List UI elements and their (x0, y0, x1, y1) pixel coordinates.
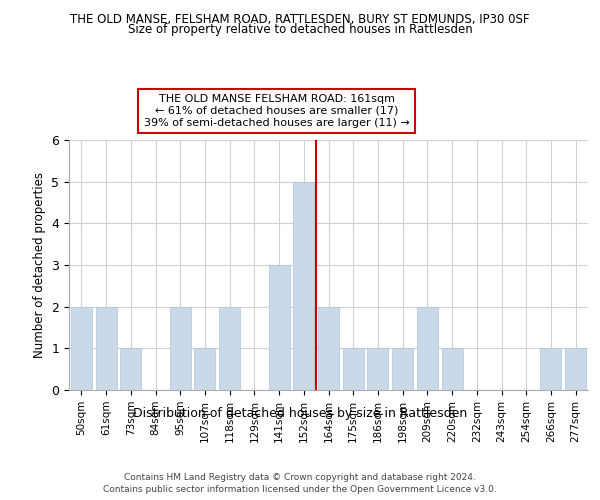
Y-axis label: Number of detached properties: Number of detached properties (33, 172, 46, 358)
Bar (565, 348, 586, 390)
Bar (269, 265, 290, 390)
Bar (170, 306, 191, 390)
Bar (194, 348, 215, 390)
Bar (541, 348, 562, 390)
Text: Contains HM Land Registry data © Crown copyright and database right 2024.: Contains HM Land Registry data © Crown c… (124, 472, 476, 482)
Bar (367, 348, 388, 390)
Text: THE OLD MANSE, FELSHAM ROAD, RATTLESDEN, BURY ST EDMUNDS, IP30 0SF: THE OLD MANSE, FELSHAM ROAD, RATTLESDEN,… (70, 12, 530, 26)
Text: THE OLD MANSE FELSHAM ROAD: 161sqm
← 61% of detached houses are smaller (17)
39%: THE OLD MANSE FELSHAM ROAD: 161sqm ← 61%… (144, 94, 409, 128)
Bar (95, 306, 116, 390)
Bar (318, 306, 339, 390)
Bar (71, 306, 92, 390)
Bar (219, 306, 240, 390)
Text: Contains public sector information licensed under the Open Government Licence v3: Contains public sector information licen… (103, 485, 497, 494)
Bar (293, 182, 314, 390)
Bar (442, 348, 463, 390)
Text: Size of property relative to detached houses in Rattlesden: Size of property relative to detached ho… (128, 22, 472, 36)
Text: Distribution of detached houses by size in Rattlesden: Distribution of detached houses by size … (133, 408, 467, 420)
Bar (392, 348, 413, 390)
Bar (417, 306, 438, 390)
Bar (343, 348, 364, 390)
Bar (120, 348, 141, 390)
